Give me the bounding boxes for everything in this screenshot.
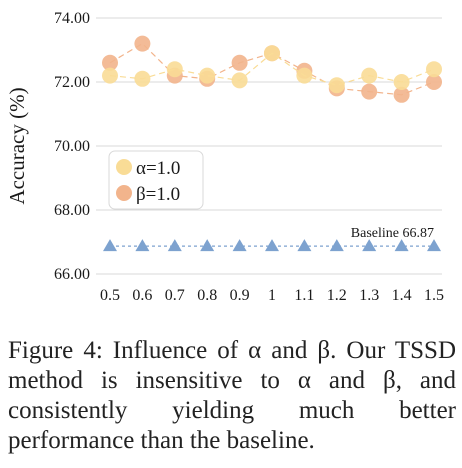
series-point-1 [426, 74, 442, 90]
x-tick-label: 1 [268, 287, 276, 304]
y-tick-label: 68.00 [54, 202, 90, 219]
series-point-0 [231, 72, 248, 89]
y-tick-label: 66.00 [54, 266, 90, 283]
baseline-point [167, 239, 182, 252]
y-tick-label: 72.00 [54, 74, 90, 91]
series-point-1 [231, 54, 248, 71]
legend-box [108, 150, 204, 210]
series-point-0 [264, 45, 280, 62]
x-tick-label: 1.2 [327, 287, 347, 304]
y-axis-label: Accuracy (%) [5, 87, 29, 204]
series-point-0 [361, 67, 378, 84]
y-tick-labels: 66.00 68.00 70.00 72.00 74.00 [54, 10, 90, 283]
series-point-0 [393, 74, 410, 90]
baseline-point [362, 239, 377, 252]
y-tick-label: 70.00 [54, 138, 90, 155]
baseline-point [232, 239, 247, 252]
x-tick-label: 1.5 [424, 287, 444, 304]
figure-caption: Figure 4: Influence of α and β. Our TSSD… [8, 337, 456, 454]
baseline-point [135, 239, 150, 252]
baseline-annotation: Baseline 66.87 [351, 226, 434, 241]
legend: α=1.0 β=1.0 [108, 150, 204, 210]
legend-beta-marker [116, 185, 132, 201]
series-point-1 [134, 35, 151, 52]
series-point-0 [426, 61, 442, 78]
series-point-0 [328, 77, 345, 94]
x-tick-label: 0.8 [197, 287, 217, 304]
x-tick-label: 0.7 [165, 287, 185, 304]
series-point-0 [296, 67, 313, 84]
x-tick-label: 0.6 [132, 287, 152, 304]
series-point-0 [166, 61, 183, 78]
series-point-0 [134, 70, 151, 87]
series-point-0 [102, 67, 118, 84]
baseline-point [427, 239, 441, 252]
baseline-point [103, 239, 117, 252]
x-tick-label: 1.1 [294, 287, 314, 304]
series-point-1 [393, 86, 410, 103]
x-tick-label: 1.4 [392, 287, 412, 304]
baseline-point [329, 239, 344, 252]
x-tick-labels: 0.5 0.6 0.7 0.8 0.9 1 1.1 1.2 1.3 1.4 1.5 [100, 287, 444, 304]
baseline-point [394, 239, 409, 252]
y-tick-label: 74.00 [54, 10, 90, 27]
baseline-point [265, 239, 279, 252]
series-layer [102, 35, 442, 252]
series-point-0 [199, 67, 216, 84]
series-point-1 [361, 83, 378, 100]
baseline-point [200, 239, 215, 252]
legend-beta-label: β=1.0 [136, 184, 180, 205]
x-tick-label: 0.9 [230, 287, 250, 304]
series-point-1 [102, 54, 118, 71]
x-tick-label: 1.3 [359, 287, 379, 304]
legend-alpha-marker [116, 159, 132, 175]
legend-alpha-label: α=1.0 [136, 158, 180, 179]
grid-lines [96, 17, 442, 275]
x-tick-label: 0.5 [100, 287, 120, 304]
baseline-point [297, 239, 312, 252]
